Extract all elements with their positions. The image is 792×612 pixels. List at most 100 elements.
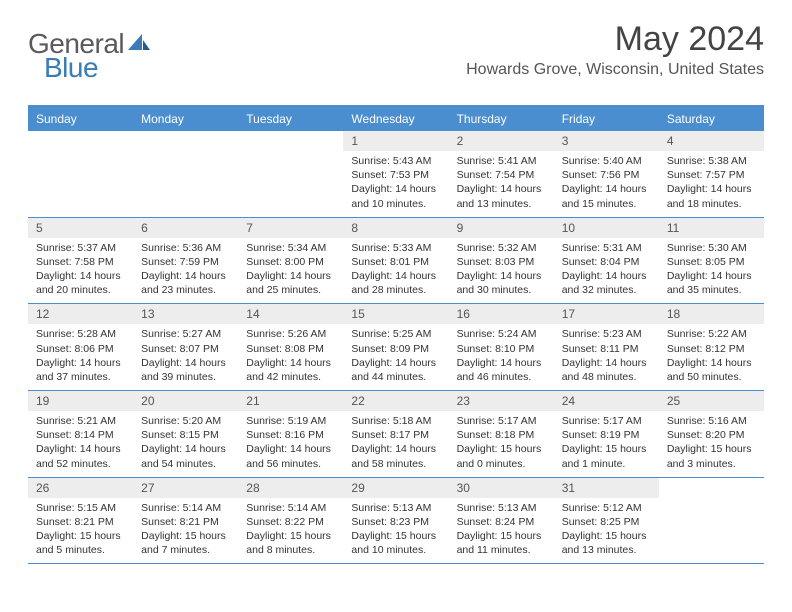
cell-body: Sunrise: 5:17 AMSunset: 8:18 PMDaylight:… bbox=[449, 411, 554, 477]
sunset-line: Sunset: 8:08 PM bbox=[246, 342, 335, 356]
daylight-line: Daylight: 14 hours and 58 minutes. bbox=[351, 442, 440, 470]
cell-date: 15 bbox=[343, 304, 448, 324]
sunrise-line: Sunrise: 5:19 AM bbox=[246, 414, 335, 428]
daylight-line: Daylight: 14 hours and 48 minutes. bbox=[562, 356, 651, 384]
sunset-line: Sunset: 8:03 PM bbox=[457, 255, 546, 269]
daylight-line: Daylight: 15 hours and 1 minute. bbox=[562, 442, 651, 470]
title-block: May 2024 Howards Grove, Wisconsin, Unite… bbox=[466, 20, 764, 79]
week-row: 5Sunrise: 5:37 AMSunset: 7:58 PMDaylight… bbox=[28, 218, 764, 305]
cell-body: Sunrise: 5:14 AMSunset: 8:21 PMDaylight:… bbox=[133, 498, 238, 564]
day-header-monday: Monday bbox=[133, 107, 238, 131]
sunrise-line: Sunrise: 5:23 AM bbox=[562, 327, 651, 341]
daylight-line: Daylight: 15 hours and 11 minutes. bbox=[457, 529, 546, 557]
daylight-line: Daylight: 14 hours and 18 minutes. bbox=[667, 182, 756, 210]
cell-date: 11 bbox=[659, 218, 764, 238]
sunrise-line: Sunrise: 5:30 AM bbox=[667, 241, 756, 255]
daylight-line: Daylight: 15 hours and 3 minutes. bbox=[667, 442, 756, 470]
sunset-line: Sunset: 8:25 PM bbox=[562, 515, 651, 529]
calendar-cell-empty: . bbox=[238, 131, 343, 217]
sunrise-line: Sunrise: 5:40 AM bbox=[562, 154, 651, 168]
daylight-line: Daylight: 14 hours and 39 minutes. bbox=[141, 356, 230, 384]
calendar-cell: 23Sunrise: 5:17 AMSunset: 8:18 PMDayligh… bbox=[449, 391, 554, 477]
cell-body: Sunrise: 5:27 AMSunset: 8:07 PMDaylight:… bbox=[133, 324, 238, 390]
sunset-line: Sunset: 8:19 PM bbox=[562, 428, 651, 442]
daylight-line: Daylight: 14 hours and 30 minutes. bbox=[457, 269, 546, 297]
cell-date: 8 bbox=[343, 218, 448, 238]
calendar-cell: 6Sunrise: 5:36 AMSunset: 7:59 PMDaylight… bbox=[133, 218, 238, 304]
cell-body: Sunrise: 5:13 AMSunset: 8:23 PMDaylight:… bbox=[343, 498, 448, 564]
sunset-line: Sunset: 7:53 PM bbox=[351, 168, 440, 182]
cell-date: 10 bbox=[554, 218, 659, 238]
logo-blue-text-wrapper: Blue bbox=[44, 52, 98, 84]
sunset-line: Sunset: 8:14 PM bbox=[36, 428, 125, 442]
sunrise-line: Sunrise: 5:21 AM bbox=[36, 414, 125, 428]
sunrise-line: Sunrise: 5:22 AM bbox=[667, 327, 756, 341]
calendar-cell: 3Sunrise: 5:40 AMSunset: 7:56 PMDaylight… bbox=[554, 131, 659, 217]
day-header-wednesday: Wednesday bbox=[343, 107, 448, 131]
sunrise-line: Sunrise: 5:17 AM bbox=[562, 414, 651, 428]
daylight-line: Daylight: 14 hours and 46 minutes. bbox=[457, 356, 546, 384]
cell-date: 22 bbox=[343, 391, 448, 411]
sunrise-line: Sunrise: 5:18 AM bbox=[351, 414, 440, 428]
sunrise-line: Sunrise: 5:17 AM bbox=[457, 414, 546, 428]
daylight-line: Daylight: 14 hours and 10 minutes. bbox=[351, 182, 440, 210]
logo-text-blue: Blue bbox=[44, 52, 98, 83]
cell-date: 2 bbox=[449, 131, 554, 151]
sunset-line: Sunset: 8:20 PM bbox=[667, 428, 756, 442]
calendar-cell-empty: . bbox=[28, 131, 133, 217]
cell-date: 26 bbox=[28, 478, 133, 498]
calendar-cell: 4Sunrise: 5:38 AMSunset: 7:57 PMDaylight… bbox=[659, 131, 764, 217]
cell-body: Sunrise: 5:26 AMSunset: 8:08 PMDaylight:… bbox=[238, 324, 343, 390]
cell-date: 24 bbox=[554, 391, 659, 411]
cell-date: 7 bbox=[238, 218, 343, 238]
cell-body: Sunrise: 5:17 AMSunset: 8:19 PMDaylight:… bbox=[554, 411, 659, 477]
daylight-line: Daylight: 14 hours and 23 minutes. bbox=[141, 269, 230, 297]
cell-body: Sunrise: 5:33 AMSunset: 8:01 PMDaylight:… bbox=[343, 238, 448, 304]
cell-date: 3 bbox=[554, 131, 659, 151]
sunset-line: Sunset: 8:09 PM bbox=[351, 342, 440, 356]
sunset-line: Sunset: 8:04 PM bbox=[562, 255, 651, 269]
cell-date: 4 bbox=[659, 131, 764, 151]
sunset-line: Sunset: 8:07 PM bbox=[141, 342, 230, 356]
sunrise-line: Sunrise: 5:13 AM bbox=[351, 501, 440, 515]
calendar-cell: 29Sunrise: 5:13 AMSunset: 8:23 PMDayligh… bbox=[343, 478, 448, 564]
calendar-cell: 24Sunrise: 5:17 AMSunset: 8:19 PMDayligh… bbox=[554, 391, 659, 477]
sunrise-line: Sunrise: 5:32 AM bbox=[457, 241, 546, 255]
calendar-cell: 14Sunrise: 5:26 AMSunset: 8:08 PMDayligh… bbox=[238, 304, 343, 390]
sunrise-line: Sunrise: 5:36 AM bbox=[141, 241, 230, 255]
sunset-line: Sunset: 8:23 PM bbox=[351, 515, 440, 529]
sunset-line: Sunset: 7:58 PM bbox=[36, 255, 125, 269]
sunset-line: Sunset: 8:16 PM bbox=[246, 428, 335, 442]
cell-date: 27 bbox=[133, 478, 238, 498]
sunset-line: Sunset: 8:10 PM bbox=[457, 342, 546, 356]
daylight-line: Daylight: 14 hours and 50 minutes. bbox=[667, 356, 756, 384]
daylight-line: Daylight: 14 hours and 15 minutes. bbox=[562, 182, 651, 210]
calendar-cell: 11Sunrise: 5:30 AMSunset: 8:05 PMDayligh… bbox=[659, 218, 764, 304]
cell-body: Sunrise: 5:12 AMSunset: 8:25 PMDaylight:… bbox=[554, 498, 659, 564]
daylight-line: Daylight: 15 hours and 7 minutes. bbox=[141, 529, 230, 557]
sunset-line: Sunset: 8:06 PM bbox=[36, 342, 125, 356]
calendar-cell: 26Sunrise: 5:15 AMSunset: 8:21 PMDayligh… bbox=[28, 478, 133, 564]
sunrise-line: Sunrise: 5:14 AM bbox=[246, 501, 335, 515]
sunset-line: Sunset: 8:12 PM bbox=[667, 342, 756, 356]
cell-date: 29 bbox=[343, 478, 448, 498]
calendar-cell: 8Sunrise: 5:33 AMSunset: 8:01 PMDaylight… bbox=[343, 218, 448, 304]
cell-date: 28 bbox=[238, 478, 343, 498]
cell-body: Sunrise: 5:18 AMSunset: 8:17 PMDaylight:… bbox=[343, 411, 448, 477]
sunrise-line: Sunrise: 5:25 AM bbox=[351, 327, 440, 341]
sunset-line: Sunset: 8:15 PM bbox=[141, 428, 230, 442]
sunset-line: Sunset: 8:17 PM bbox=[351, 428, 440, 442]
calendar-cell: 18Sunrise: 5:22 AMSunset: 8:12 PMDayligh… bbox=[659, 304, 764, 390]
cell-body: Sunrise: 5:21 AMSunset: 8:14 PMDaylight:… bbox=[28, 411, 133, 477]
sunrise-line: Sunrise: 5:41 AM bbox=[457, 154, 546, 168]
sunrise-line: Sunrise: 5:13 AM bbox=[457, 501, 546, 515]
cell-body: Sunrise: 5:40 AMSunset: 7:56 PMDaylight:… bbox=[554, 151, 659, 217]
day-header-tuesday: Tuesday bbox=[238, 107, 343, 131]
sunrise-line: Sunrise: 5:20 AM bbox=[141, 414, 230, 428]
sunrise-line: Sunrise: 5:12 AM bbox=[562, 501, 651, 515]
cell-body: Sunrise: 5:20 AMSunset: 8:15 PMDaylight:… bbox=[133, 411, 238, 477]
sunset-line: Sunset: 7:59 PM bbox=[141, 255, 230, 269]
cell-body: Sunrise: 5:28 AMSunset: 8:06 PMDaylight:… bbox=[28, 324, 133, 390]
logo-sail-icon bbox=[128, 32, 150, 57]
calendar-cell: 17Sunrise: 5:23 AMSunset: 8:11 PMDayligh… bbox=[554, 304, 659, 390]
